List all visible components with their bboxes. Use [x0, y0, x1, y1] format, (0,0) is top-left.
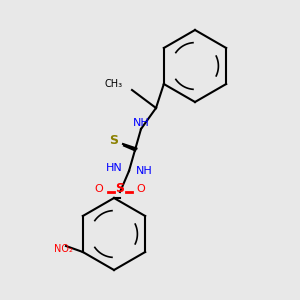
- Text: S: S: [116, 182, 124, 195]
- Text: HN: HN: [106, 163, 122, 173]
- Text: NH: NH: [133, 118, 149, 128]
- Text: O: O: [94, 184, 103, 194]
- Text: CH₃: CH₃: [105, 79, 123, 89]
- Text: NO₂: NO₂: [54, 244, 72, 254]
- Text: O: O: [136, 184, 146, 194]
- Text: S: S: [110, 134, 118, 147]
- Text: NH: NH: [136, 166, 152, 176]
